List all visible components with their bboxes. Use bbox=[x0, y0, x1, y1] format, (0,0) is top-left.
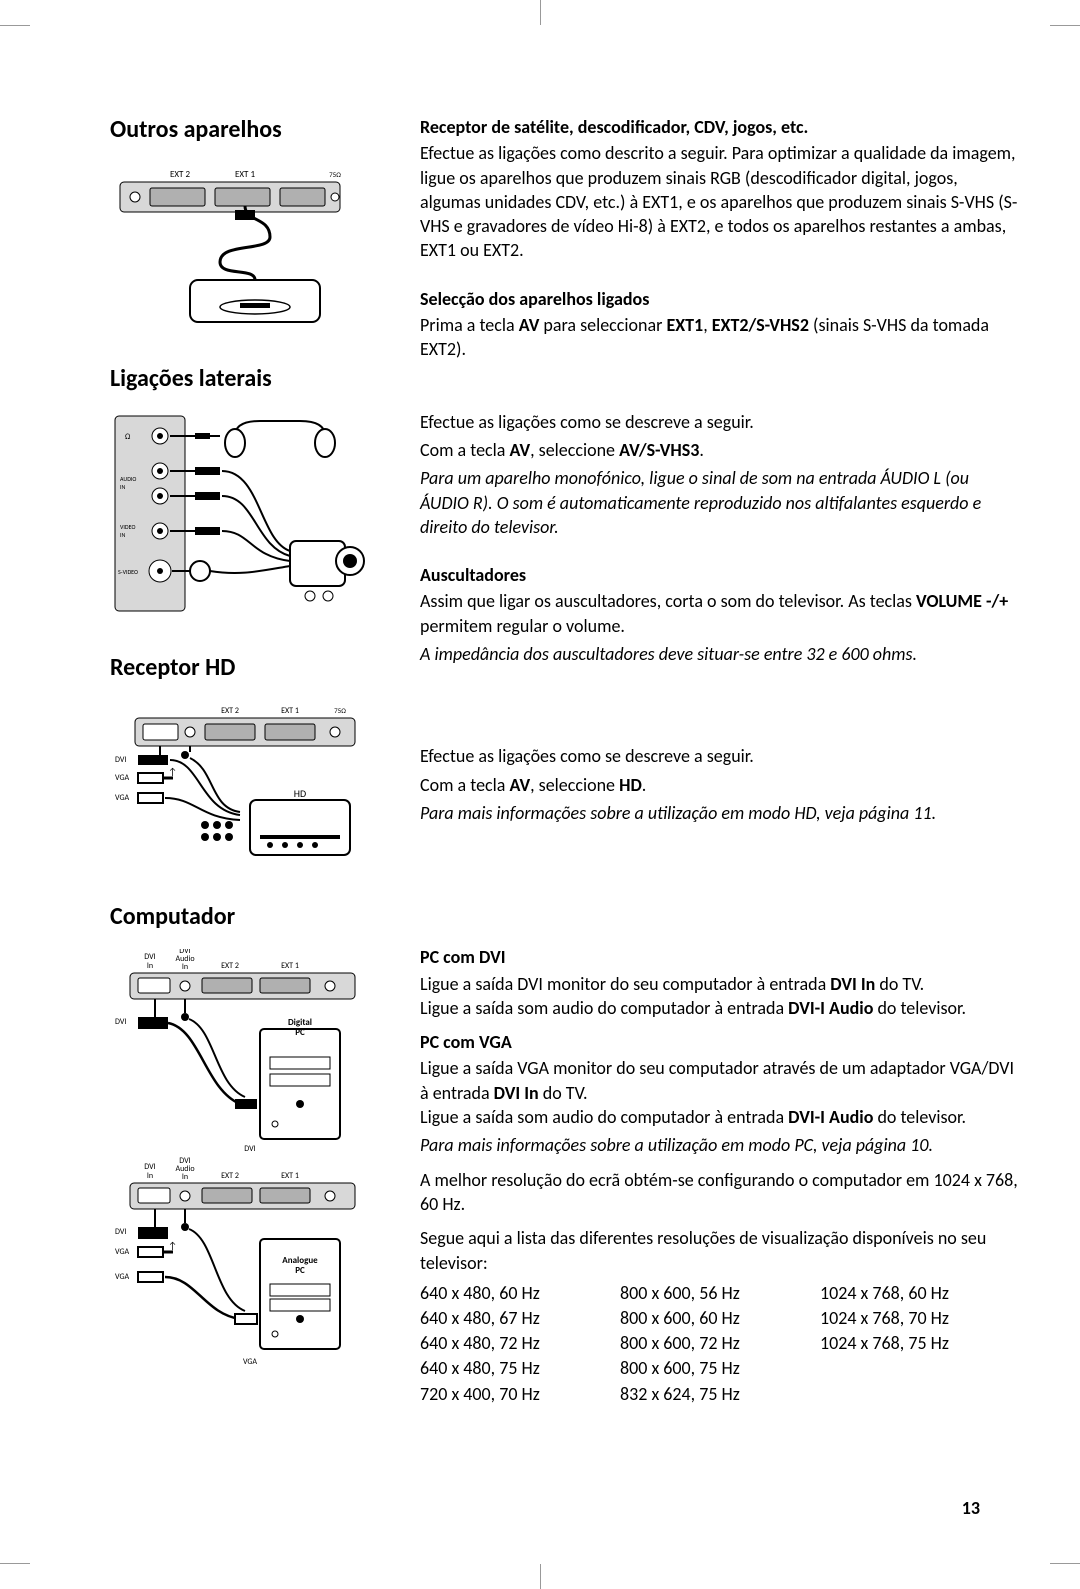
svg-text:VGA: VGA bbox=[115, 793, 129, 803]
svg-text:VIDEO: VIDEO bbox=[120, 523, 135, 531]
svg-text:DVI: DVI bbox=[115, 755, 126, 765]
svg-text:In: In bbox=[147, 961, 153, 971]
svg-text:S-VIDEO: S-VIDEO bbox=[118, 568, 138, 576]
block-auscultadores: Auscultadores Assim que ligar os auscult… bbox=[420, 563, 1020, 666]
text-ll-1: Efectue as ligações como se descreve a s… bbox=[420, 410, 1020, 434]
text-pcvga-1: Ligue a saída VGA monitor do seu computa… bbox=[420, 1056, 1020, 1105]
svg-text:PC: PC bbox=[295, 1265, 305, 1276]
svg-text:In: In bbox=[182, 1172, 188, 1182]
res-row: 640 x 480, 75 Hz 800 x 600, 75 Hz bbox=[420, 1356, 1020, 1381]
res-row: 640 x 480, 72 Hz 800 x 600, 72 Hz 1024 x… bbox=[420, 1331, 1020, 1356]
svg-text:VGA: VGA bbox=[115, 1247, 129, 1257]
italic-hd: Para mais informações sobre a utilização… bbox=[420, 801, 1020, 825]
heading-pc-dvi: PC com DVI bbox=[420, 945, 1020, 969]
resolution-table: 640 x 480, 60 Hz 800 x 600, 56 Hz 1024 x… bbox=[420, 1281, 1020, 1407]
svg-text:EXT 2: EXT 2 bbox=[221, 1171, 239, 1181]
svg-text:↑: ↑ bbox=[168, 1239, 177, 1252]
block-pc: PC com DVI Ligue a saída DVI monitor do … bbox=[420, 945, 1020, 1407]
svg-text:In: In bbox=[182, 962, 188, 972]
svg-text:↑: ↑ bbox=[168, 765, 177, 778]
svg-text:DVI: DVI bbox=[115, 1017, 126, 1027]
text-seleccao: Prima a tecla AV para seleccionar EXT1, … bbox=[420, 313, 1020, 362]
block-seleccao: Selecção dos aparelhos ligados Prima a t… bbox=[420, 287, 1020, 362]
section-title-computador: Computador bbox=[110, 902, 390, 931]
italic-ll: Para um aparelho monofónico, ligue o sin… bbox=[420, 466, 1020, 539]
svg-text:IN: IN bbox=[120, 531, 126, 539]
section-title-receptor: Receptor HD bbox=[110, 653, 390, 682]
block-hd: Efectue as ligações como se descreve a s… bbox=[420, 744, 1020, 825]
svg-text:EXT 1: EXT 1 bbox=[235, 169, 255, 180]
crop-mark bbox=[540, 0, 541, 25]
text-ll-2: Com a tecla AV, seleccione AV/S-VHS3. bbox=[420, 438, 1020, 462]
section-title-outros: Outros aparelhos bbox=[110, 115, 390, 144]
section-title-ligacoes: Ligações laterais bbox=[110, 364, 390, 393]
text-hd-1: Efectue as ligações como se descreve a s… bbox=[420, 744, 1020, 768]
diagram-outros: EXT 2 EXT 1 75Ω bbox=[110, 162, 390, 332]
svg-text:EXT 2: EXT 2 bbox=[170, 169, 190, 180]
svg-text:VGA: VGA bbox=[115, 1272, 129, 1282]
svg-text:75Ω: 75Ω bbox=[334, 706, 346, 715]
crop-mark bbox=[540, 1564, 541, 1589]
res-row: 720 x 400, 70 Hz 832 x 624, 75 Hz bbox=[420, 1382, 1020, 1407]
crop-mark bbox=[0, 25, 30, 26]
diagram-computador: DVI In DVI Audio In EXT 2 EXT 1 DVI bbox=[110, 949, 390, 1369]
svg-text:PC: PC bbox=[295, 1027, 305, 1038]
svg-text:EXT 2: EXT 2 bbox=[221, 706, 239, 716]
heading-seleccao: Selecção dos aparelhos ligados bbox=[420, 287, 1020, 311]
svg-text:IN: IN bbox=[120, 483, 126, 491]
diagram-ligacoes: Ω AUDIO IN VIDEO IN S-VIDEO bbox=[110, 411, 390, 621]
block-receptor-satelite: Receptor de satélite, descodificador, CD… bbox=[420, 115, 1020, 263]
diagram-receptor: EXT 2 EXT 1 75Ω DVI VGA VGA ↑ bbox=[110, 700, 390, 870]
text-pcvga-2: Ligue a saída som audio do computador à … bbox=[420, 1105, 1020, 1129]
svg-text:75Ω: 75Ω bbox=[329, 170, 341, 179]
page-number: 13 bbox=[962, 1497, 980, 1519]
heading-pc-vga: PC com VGA bbox=[420, 1030, 1020, 1054]
text-pcdvi-1: Ligue a saída DVI monitor do seu computa… bbox=[420, 972, 1020, 996]
italic-pc: Para mais informações sobre a utilização… bbox=[420, 1133, 1020, 1157]
crop-mark bbox=[1050, 25, 1080, 26]
svg-text:EXT 1: EXT 1 bbox=[281, 706, 299, 716]
svg-text:VGA: VGA bbox=[243, 1357, 257, 1367]
svg-text:Ω: Ω bbox=[125, 432, 131, 442]
svg-text:In: In bbox=[147, 1171, 153, 1181]
heading-receptor: Receptor de satélite, descodificador, CD… bbox=[420, 115, 1020, 139]
text-pcdvi-2: Ligue a saída som audio do computador à … bbox=[420, 996, 1020, 1020]
block-ligacoes-laterais: Efectue as ligações como se descreve a s… bbox=[420, 410, 1020, 539]
svg-text:VGA: VGA bbox=[115, 773, 129, 783]
svg-text:DVI: DVI bbox=[244, 1144, 255, 1154]
crop-mark bbox=[1050, 1563, 1080, 1564]
svg-text:DVI: DVI bbox=[115, 1227, 126, 1237]
crop-mark bbox=[0, 1563, 30, 1564]
heading-auscultadores: Auscultadores bbox=[420, 563, 1020, 587]
res-row: 640 x 480, 60 Hz 800 x 600, 56 Hz 1024 x… bbox=[420, 1281, 1020, 1306]
text-receptor: Efectue as ligações como descrito a segu… bbox=[420, 141, 1020, 262]
text-pc-res: A melhor resolução do ecrã obtém-se conf… bbox=[420, 1168, 1020, 1217]
italic-auscult: A impedância dos auscultadores deve situ… bbox=[420, 642, 1020, 666]
svg-text:HD: HD bbox=[294, 787, 306, 800]
svg-text:AUDIO: AUDIO bbox=[120, 475, 136, 483]
text-auscult: Assim que ligar os auscultadores, corta … bbox=[420, 589, 1020, 638]
right-column: Receptor de satélite, descodificador, CD… bbox=[420, 115, 1020, 1431]
svg-text:EXT 1: EXT 1 bbox=[281, 961, 299, 971]
manual-page: Outros aparelhos EXT 2 EXT 1 75Ω bbox=[0, 0, 1080, 1491]
svg-text:EXT 2: EXT 2 bbox=[221, 961, 239, 971]
text-pc-list: Segue aqui a lista das diferentes resolu… bbox=[420, 1226, 1020, 1275]
text-hd-2: Com a tecla AV, seleccione HD. bbox=[420, 773, 1020, 797]
svg-text:EXT 1: EXT 1 bbox=[281, 1171, 299, 1181]
res-row: 640 x 480, 67 Hz 800 x 600, 60 Hz 1024 x… bbox=[420, 1306, 1020, 1331]
left-column: Outros aparelhos EXT 2 EXT 1 75Ω bbox=[110, 115, 390, 1431]
